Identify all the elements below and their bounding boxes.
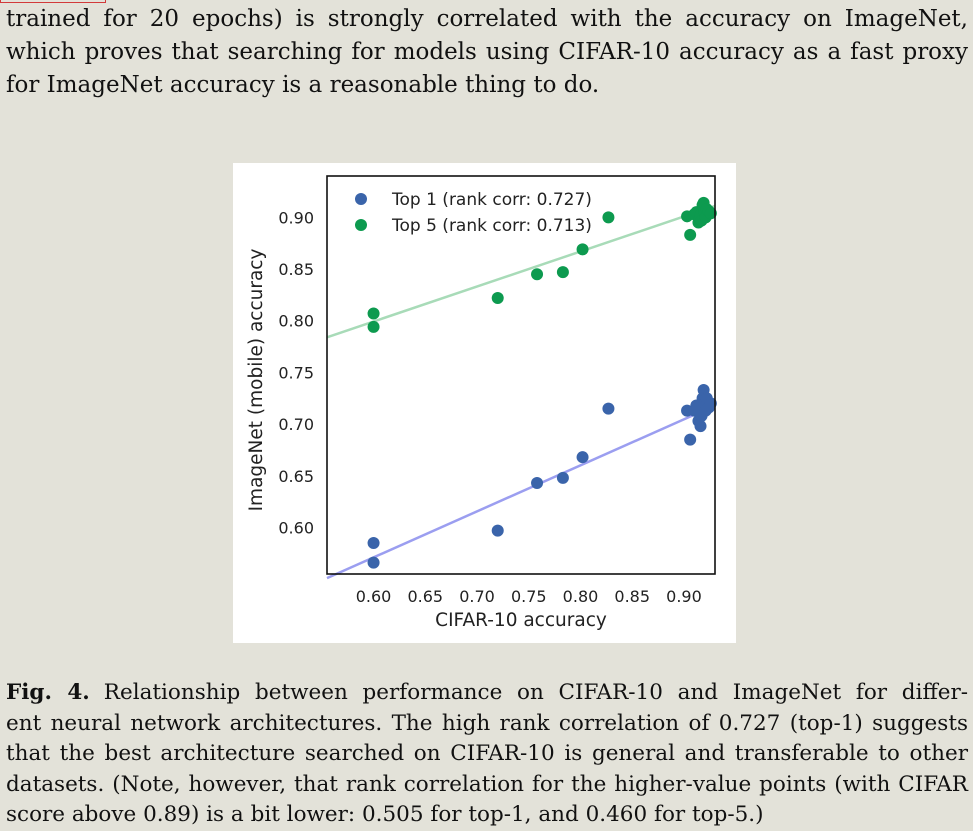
data-point-top1 xyxy=(694,420,707,433)
data-point-top1 xyxy=(602,402,615,415)
caption-line: datasets. (Note, however, that rank corr… xyxy=(6,771,968,797)
intro-line: which proves that searching for models u… xyxy=(6,39,968,65)
y-tick-label: 0.65 xyxy=(278,467,314,486)
intro-paragraph: trained for 20 epochs) is strongly corre… xyxy=(6,3,968,102)
data-point-top5 xyxy=(491,291,504,304)
figure-caption: Fig. 4. Relationship between performance … xyxy=(6,678,968,831)
x-tick-label: 0.80 xyxy=(563,587,599,606)
y-axis-label: ImageNet (mobile) accuracy xyxy=(246,249,267,512)
data-point-top1 xyxy=(704,397,717,410)
data-point-top5 xyxy=(367,320,380,333)
y-tick-label: 0.80 xyxy=(278,312,314,331)
intro-line: trained for 20 epochs) is strongly corre… xyxy=(6,6,968,32)
data-point-top1 xyxy=(367,536,380,549)
x-tick-label: 0.85 xyxy=(614,587,650,606)
caption-line: ent neural network architectures. The hi… xyxy=(6,710,968,736)
data-point-top5 xyxy=(367,307,380,320)
y-tick-label: 0.60 xyxy=(278,518,314,537)
legend-marker-top1 xyxy=(355,193,367,205)
legend-label-top1: Top 1 (rank corr: 0.727) xyxy=(391,190,592,210)
caption-line: Fig. 4. Relationship between performance … xyxy=(6,678,968,709)
scatter-plot: 0.60 0.65 0.70 0.75 0.80 0.85 0.90 0.60 0.65 0.7… xyxy=(246,175,717,631)
legend-marker-top5 xyxy=(355,219,367,231)
data-point-top5 xyxy=(684,228,697,241)
y-tick-label: 0.85 xyxy=(278,260,314,279)
y-tick-label: 0.70 xyxy=(278,415,314,434)
plot-frame xyxy=(326,175,716,575)
x-tick-label: 0.90 xyxy=(666,587,702,606)
data-point-top1 xyxy=(531,477,544,490)
caption-line: score above 0.89) is a bit lower: 0.505 … xyxy=(6,802,764,827)
caption-line: that the best architecture searched on C… xyxy=(6,741,968,766)
x-axis-label: CIFAR-10 accuracy xyxy=(435,610,607,631)
y-tick-label: 0.75 xyxy=(278,363,314,382)
data-point-top1 xyxy=(556,471,569,484)
data-point-top5 xyxy=(531,268,544,281)
x-tick-label: 0.60 xyxy=(356,587,392,606)
data-point-top1 xyxy=(576,451,589,464)
y-tick-label: 0.90 xyxy=(278,208,314,227)
data-point-top5 xyxy=(556,266,569,279)
data-point-top5 xyxy=(576,243,589,256)
legend: Top 1 (rank corr: 0.727) Top 5 (rank cor… xyxy=(355,190,592,236)
x-tick-label: 0.65 xyxy=(407,587,443,606)
data-point-top5 xyxy=(602,211,615,224)
data-point-top1 xyxy=(684,433,697,446)
x-tick-label: 0.75 xyxy=(511,587,547,606)
intro-line: for ImageNet accuracy is a reasonable th… xyxy=(6,72,600,98)
data-point-top1 xyxy=(367,556,380,569)
figure-4-chart: 0.60 0.65 0.70 0.75 0.80 0.85 0.90 0.60 0.65 0.7… xyxy=(233,163,736,643)
legend-label-top5: Top 5 (rank corr: 0.713) xyxy=(391,216,592,236)
caption-label: Fig. 4. xyxy=(6,680,90,705)
data-point-top5 xyxy=(704,207,717,220)
data-point-top1 xyxy=(491,524,504,537)
caption-text: Relationship between performance on CIFA… xyxy=(103,680,968,705)
fit-line-top1 xyxy=(326,404,716,580)
x-tick-label: 0.70 xyxy=(459,587,495,606)
fit-line-top5 xyxy=(326,204,716,339)
highlight-mark xyxy=(0,0,106,3)
